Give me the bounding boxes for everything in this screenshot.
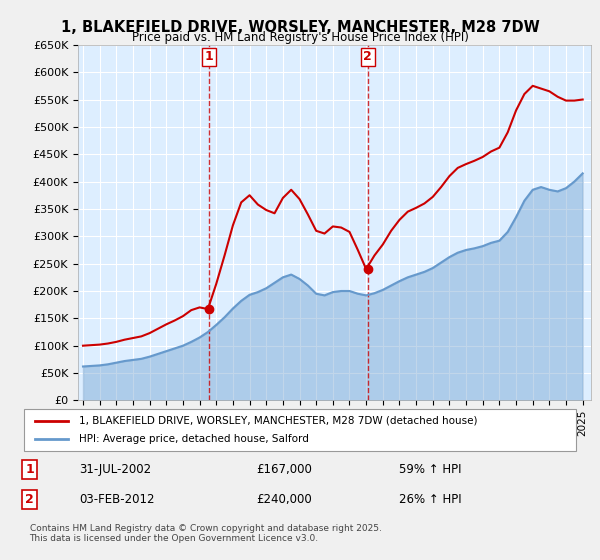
Text: 1, BLAKEFIELD DRIVE, WORSLEY, MANCHESTER, M28 7DW (detached house): 1, BLAKEFIELD DRIVE, WORSLEY, MANCHESTER…	[79, 416, 478, 426]
FancyBboxPatch shape	[24, 409, 576, 451]
Text: 31-JUL-2002: 31-JUL-2002	[79, 463, 151, 476]
Text: HPI: Average price, detached house, Salford: HPI: Average price, detached house, Salf…	[79, 434, 309, 444]
Text: 1: 1	[25, 463, 34, 476]
Text: 1, BLAKEFIELD DRIVE, WORSLEY, MANCHESTER, M28 7DW: 1, BLAKEFIELD DRIVE, WORSLEY, MANCHESTER…	[61, 20, 539, 35]
Text: 26% ↑ HPI: 26% ↑ HPI	[400, 493, 462, 506]
Text: £167,000: £167,000	[256, 463, 312, 476]
Text: Price paid vs. HM Land Registry's House Price Index (HPI): Price paid vs. HM Land Registry's House …	[131, 31, 469, 44]
Text: 2: 2	[363, 50, 372, 63]
Text: £240,000: £240,000	[256, 493, 311, 506]
Text: 59% ↑ HPI: 59% ↑ HPI	[400, 463, 462, 476]
Text: 03-FEB-2012: 03-FEB-2012	[79, 493, 155, 506]
Text: 1: 1	[205, 50, 214, 63]
Text: Contains HM Land Registry data © Crown copyright and database right 2025.
This d: Contains HM Land Registry data © Crown c…	[29, 524, 382, 543]
Text: 2: 2	[25, 493, 34, 506]
